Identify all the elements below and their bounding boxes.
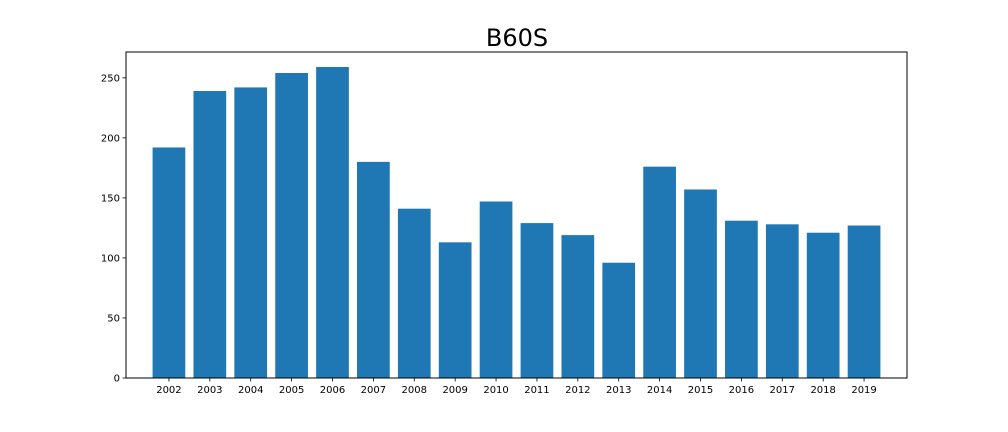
bar-2018 <box>807 233 840 378</box>
x-tick-label: 2004 <box>238 385 263 396</box>
y-tick-label: 250 <box>101 73 120 84</box>
y-axis: 0 50 100 150 200 250 <box>101 73 126 384</box>
bar-2009 <box>439 242 472 378</box>
x-tick-label: 2015 <box>688 385 713 396</box>
y-tick-label: 200 <box>101 133 120 144</box>
bar-2015 <box>684 189 717 378</box>
x-tick-label: 2013 <box>606 385 631 396</box>
x-tick-label: 2009 <box>442 385 467 396</box>
bar-2007 <box>357 162 390 378</box>
y-tick-label: 100 <box>101 253 120 264</box>
x-tick-label: 2011 <box>524 385 549 396</box>
bar-2012 <box>561 235 594 378</box>
bar-2010 <box>480 201 513 378</box>
y-tick-label: 50 <box>107 313 120 324</box>
y-tick-label: 0 <box>114 374 120 385</box>
x-tick-label: 2016 <box>729 385 754 396</box>
chart-title: B60S <box>486 24 548 52</box>
x-tick-label: 2019 <box>851 385 876 396</box>
bar-2008 <box>398 209 431 378</box>
bar-2006 <box>316 67 349 378</box>
x-tick-label: 2008 <box>402 385 427 396</box>
x-tick-label: 2018 <box>810 385 835 396</box>
bar-2002 <box>153 147 186 378</box>
bars-group <box>153 67 881 378</box>
bar-2017 <box>766 224 799 378</box>
x-tick-label: 2005 <box>279 385 304 396</box>
x-tick-label: 2017 <box>770 385 795 396</box>
bar-2013 <box>602 263 635 378</box>
x-axis: 2002 2003 2004 2005 2006 2007 2008 2009 2010 2011… <box>156 378 877 396</box>
bar-2014 <box>643 167 676 378</box>
x-tick-label: 2002 <box>156 385 181 396</box>
x-tick-label: 2010 <box>483 385 508 396</box>
bar-2011 <box>521 223 554 378</box>
x-tick-label: 2014 <box>647 385 672 396</box>
x-tick-label: 2012 <box>565 385 590 396</box>
bar-2003 <box>193 91 226 378</box>
x-tick-label: 2007 <box>361 385 386 396</box>
bar-2005 <box>275 73 308 378</box>
x-tick-label: 2006 <box>320 385 345 396</box>
x-tick-label: 2003 <box>197 385 222 396</box>
y-tick-label: 150 <box>101 193 120 204</box>
bar-2016 <box>725 221 758 378</box>
bar-2019 <box>848 226 881 378</box>
bar-2004 <box>234 87 267 378</box>
